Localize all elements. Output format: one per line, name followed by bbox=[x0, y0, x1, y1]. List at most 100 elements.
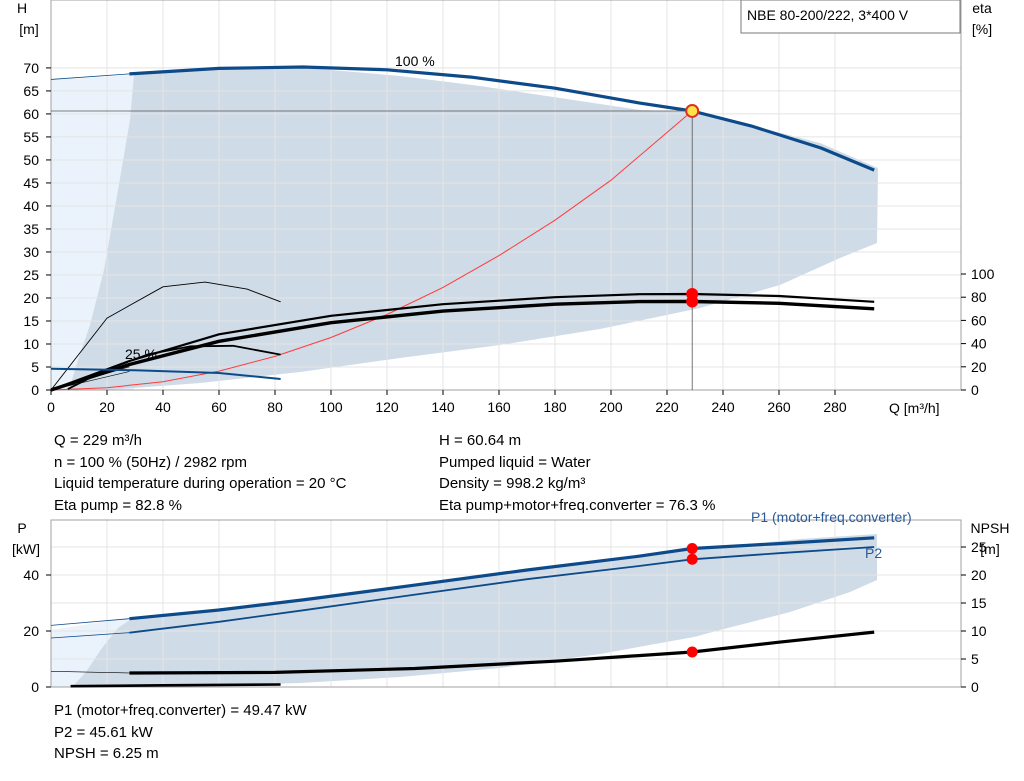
curve-p1 bbox=[129, 536, 875, 621]
y2-tick-label-2: 40 bbox=[971, 336, 987, 352]
info-eta-total: Eta pump+motor+freq.converter = 76.3 % bbox=[439, 496, 716, 514]
curves bbox=[50, 65, 875, 392]
operating-points bbox=[51, 103, 700, 390]
curve-eta-25 bbox=[50, 281, 281, 391]
series-label-p1: P1 (motor+freq.converter) bbox=[751, 509, 912, 525]
npsh-axis-label-line1: NPSH bbox=[971, 520, 1010, 536]
info-p2: P2 = 45.61 kW bbox=[54, 723, 153, 741]
curve-npshr-25 bbox=[50, 367, 281, 380]
x-tick-label-13: 260 bbox=[767, 399, 791, 415]
x-tick-label-12: 240 bbox=[711, 399, 735, 415]
title-box bbox=[740, 0, 961, 34]
info-flow: Q = 229 m³/h bbox=[54, 432, 142, 449]
annotation-25-percent: 25 % bbox=[125, 346, 157, 362]
y-tick-label-1: 5 bbox=[31, 359, 39, 375]
x-tick-label-2: 40 bbox=[155, 399, 171, 415]
y-tick-label-8: 40 bbox=[23, 198, 39, 214]
x-tick-label-5: 100 bbox=[319, 399, 343, 415]
curve-system-curve bbox=[50, 110, 693, 391]
y2-tick-label-0: 0 bbox=[971, 382, 979, 398]
y-axis-label-line1: H bbox=[17, 0, 27, 16]
operating-point-marker bbox=[685, 103, 700, 118]
x-axis-label: Q [m³/h] bbox=[889, 400, 940, 416]
y2-axis-label-line2: [%] bbox=[972, 21, 992, 37]
y-tick-label-0: 0 bbox=[31, 382, 39, 398]
plot-frame bbox=[50, 0, 962, 391]
title-box-text: NBE 80-200/222, 3*400 V bbox=[747, 7, 909, 23]
x-tick-label-3: 60 bbox=[211, 399, 227, 415]
p-tick-label-1: 20 bbox=[23, 623, 39, 639]
npsh-tick-label-3: 15 bbox=[971, 595, 987, 611]
info-npsh: NPSH = 6.25 m bbox=[54, 745, 159, 762]
y-tick-label-5: 25 bbox=[23, 267, 39, 283]
annotation-100-percent: 100 % bbox=[395, 53, 435, 69]
operating-info-left: Q = 229 m³/h n = 100 % (50Hz) / 2982 rpm… bbox=[54, 430, 346, 516]
x-tick-label-14: 280 bbox=[823, 399, 847, 415]
curve-eta-total bbox=[50, 299, 875, 392]
power-info: P1 (motor+freq.converter) = 49.47 kW P2 … bbox=[54, 700, 307, 765]
x-tick-label-10: 200 bbox=[599, 399, 623, 415]
curves-bottom bbox=[50, 536, 875, 688]
y-tick-label-11: 55 bbox=[23, 129, 39, 145]
x-tick-label-6: 120 bbox=[375, 399, 399, 415]
npsh-axis-label-line2: [m] bbox=[980, 541, 999, 557]
eta-operating-marker-1 bbox=[686, 295, 699, 308]
curve-npsh bbox=[129, 630, 875, 675]
axis-ticks-bottom: 0 20 40 0 5 10 15 20 25 bbox=[23, 539, 986, 695]
y2-tick-label-3: 60 bbox=[971, 312, 987, 328]
y-tick-label-3: 15 bbox=[23, 313, 39, 329]
curve-eta-pump bbox=[50, 292, 875, 392]
info-eta-pump: Eta pump = 82.8 % bbox=[54, 496, 182, 514]
series-label-p2: P2 bbox=[865, 545, 882, 561]
p1-operating-marker bbox=[686, 542, 698, 554]
npsh-tick-label-0: 0 bbox=[971, 679, 979, 695]
x-tick-label-8: 160 bbox=[487, 399, 511, 415]
y2-axis-label-line1: eta bbox=[972, 0, 992, 16]
info-pumped-liquid: Pumped liquid = Water bbox=[439, 453, 591, 471]
head-efficiency-chart: 0 20 40 60 80 100 120 140 160 180 200 220 240 260 2800… bbox=[17, 0, 995, 416]
npsh-tick-label-5: 25 bbox=[971, 539, 987, 555]
y2-tick-label-1: 20 bbox=[971, 359, 987, 375]
npsh-operating-marker bbox=[686, 646, 698, 658]
power-npsh-chart: 0 20 40 0 5 10 15 20 25 P [kW] NPSH [m] P1 (moto… bbox=[12, 509, 1009, 695]
p2-operating-marker bbox=[686, 553, 698, 565]
p-tick-label-2: 40 bbox=[23, 567, 39, 583]
y-tick-label-7: 35 bbox=[23, 221, 39, 237]
curve-p-25 bbox=[70, 683, 281, 688]
x-tick-label-4: 80 bbox=[267, 399, 283, 415]
p-tick-label-0: 0 bbox=[31, 679, 39, 695]
operating-info-right: H = 60.64 m Pumped liquid = Water Densit… bbox=[439, 430, 715, 516]
p-axis-label-line2: [kW] bbox=[12, 541, 40, 557]
y-tick-label-2: 10 bbox=[23, 336, 39, 352]
npsh-tick-label-2: 10 bbox=[971, 623, 987, 639]
info-density: Density = 998.2 kg/m³ bbox=[439, 475, 586, 492]
grid-bottom bbox=[50, 520, 961, 688]
y-tick-label-6: 30 bbox=[23, 244, 39, 260]
y-axis-label-line2: [m] bbox=[19, 21, 38, 37]
axis-ticks: 0 20 40 60 80 100 120 140 160 180 200 220 240 260 2800… bbox=[23, 60, 994, 415]
x-tick-label-9: 180 bbox=[543, 399, 567, 415]
y-tick-label-13: 65 bbox=[23, 83, 39, 99]
p2-extension bbox=[50, 632, 130, 639]
x-tick-label-11: 220 bbox=[655, 399, 679, 415]
y-tick-label-10: 50 bbox=[23, 152, 39, 168]
npsh-tick-label-1: 5 bbox=[971, 651, 979, 667]
operating-points-bottom bbox=[686, 542, 698, 658]
x-tick-label-7: 140 bbox=[431, 399, 455, 415]
info-head: H = 60.64 m bbox=[439, 432, 522, 449]
y2-tick-label-5: 100 bbox=[971, 266, 995, 282]
y-tick-label-14: 70 bbox=[23, 60, 39, 76]
x-tick-label-0: 0 bbox=[47, 399, 55, 415]
npsh-tick-label-4: 20 bbox=[971, 567, 987, 583]
p-axis-label-line1: P bbox=[17, 520, 26, 536]
p1-extension bbox=[50, 618, 130, 626]
y-tick-label-4: 20 bbox=[23, 290, 39, 306]
info-temperature: Liquid temperature during operation = 20… bbox=[54, 475, 347, 492]
y-tick-label-12: 60 bbox=[23, 106, 39, 122]
info-speed: n = 100 % (50Hz) / 2982 rpm bbox=[54, 453, 248, 471]
power-range-area bbox=[72, 534, 877, 687]
info-p1: P1 (motor+freq.converter) = 49.47 kW bbox=[54, 702, 307, 719]
npsh-extension bbox=[50, 671, 130, 674]
curve-p2 bbox=[129, 546, 875, 634]
